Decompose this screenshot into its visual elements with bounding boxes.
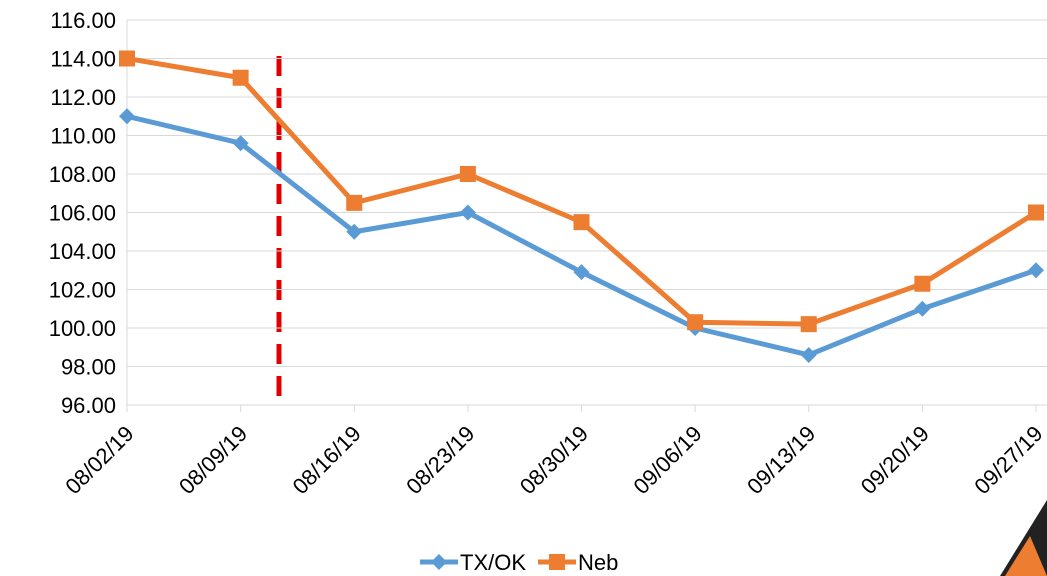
data-point: [1028, 204, 1044, 221]
series-line: [126, 113, 1037, 358]
data-point: [914, 275, 931, 292]
y-tick-label: 98.00: [61, 355, 116, 380]
legend-label: TX/OK: [460, 550, 526, 575]
legend-label: Neb: [578, 550, 618, 575]
y-tick-label: 102.00: [49, 278, 116, 303]
y-tick-label: 100.00: [49, 316, 116, 341]
y-tick-label: 106.00: [49, 201, 116, 226]
x-tick-label: 09/13/19: [742, 421, 820, 499]
legend-marker: [549, 554, 566, 570]
x-tick-label: 09/20/19: [856, 421, 934, 499]
data-point: [459, 204, 476, 221]
x-tick-label: 09/06/19: [628, 421, 706, 499]
data-point: [573, 264, 590, 281]
x-tick-label: 09/27/19: [969, 421, 1047, 499]
x-tick-label: 08/16/19: [288, 421, 366, 499]
legend-item: TX/OK: [420, 550, 526, 575]
data-point: [1028, 262, 1044, 279]
legend-item: Neb: [538, 550, 618, 575]
x-tick-label: 08/30/19: [515, 421, 593, 499]
data-point: [459, 166, 476, 182]
data-point: [119, 108, 135, 125]
data-point: [346, 223, 363, 240]
logo: [1000, 500, 1047, 576]
data-point: [800, 346, 817, 363]
data-point: [119, 50, 135, 67]
x-tick-label: 08/23/19: [401, 421, 479, 499]
series-line: [126, 56, 1038, 327]
data-point: [573, 214, 590, 231]
x-tick-label: 08/02/19: [60, 421, 138, 499]
y-tick-label: 108.00: [49, 162, 116, 187]
data-point: [232, 135, 249, 152]
data-point: [687, 314, 704, 331]
y-tick-label: 114.00: [50, 47, 116, 72]
y-tick-label: 104.00: [49, 239, 116, 264]
legend-marker: [431, 554, 447, 570]
y-tick-label: 96.00: [61, 393, 116, 418]
y-tick-label: 112.00: [50, 85, 116, 110]
y-tick-label: 110.00: [50, 124, 116, 149]
y-tick-label: 116.00: [50, 8, 116, 33]
data-point: [232, 69, 249, 86]
data-point: [800, 316, 817, 333]
data-point: [346, 194, 363, 211]
data-point: [914, 300, 931, 317]
x-tick-label: 08/09/19: [174, 421, 252, 499]
